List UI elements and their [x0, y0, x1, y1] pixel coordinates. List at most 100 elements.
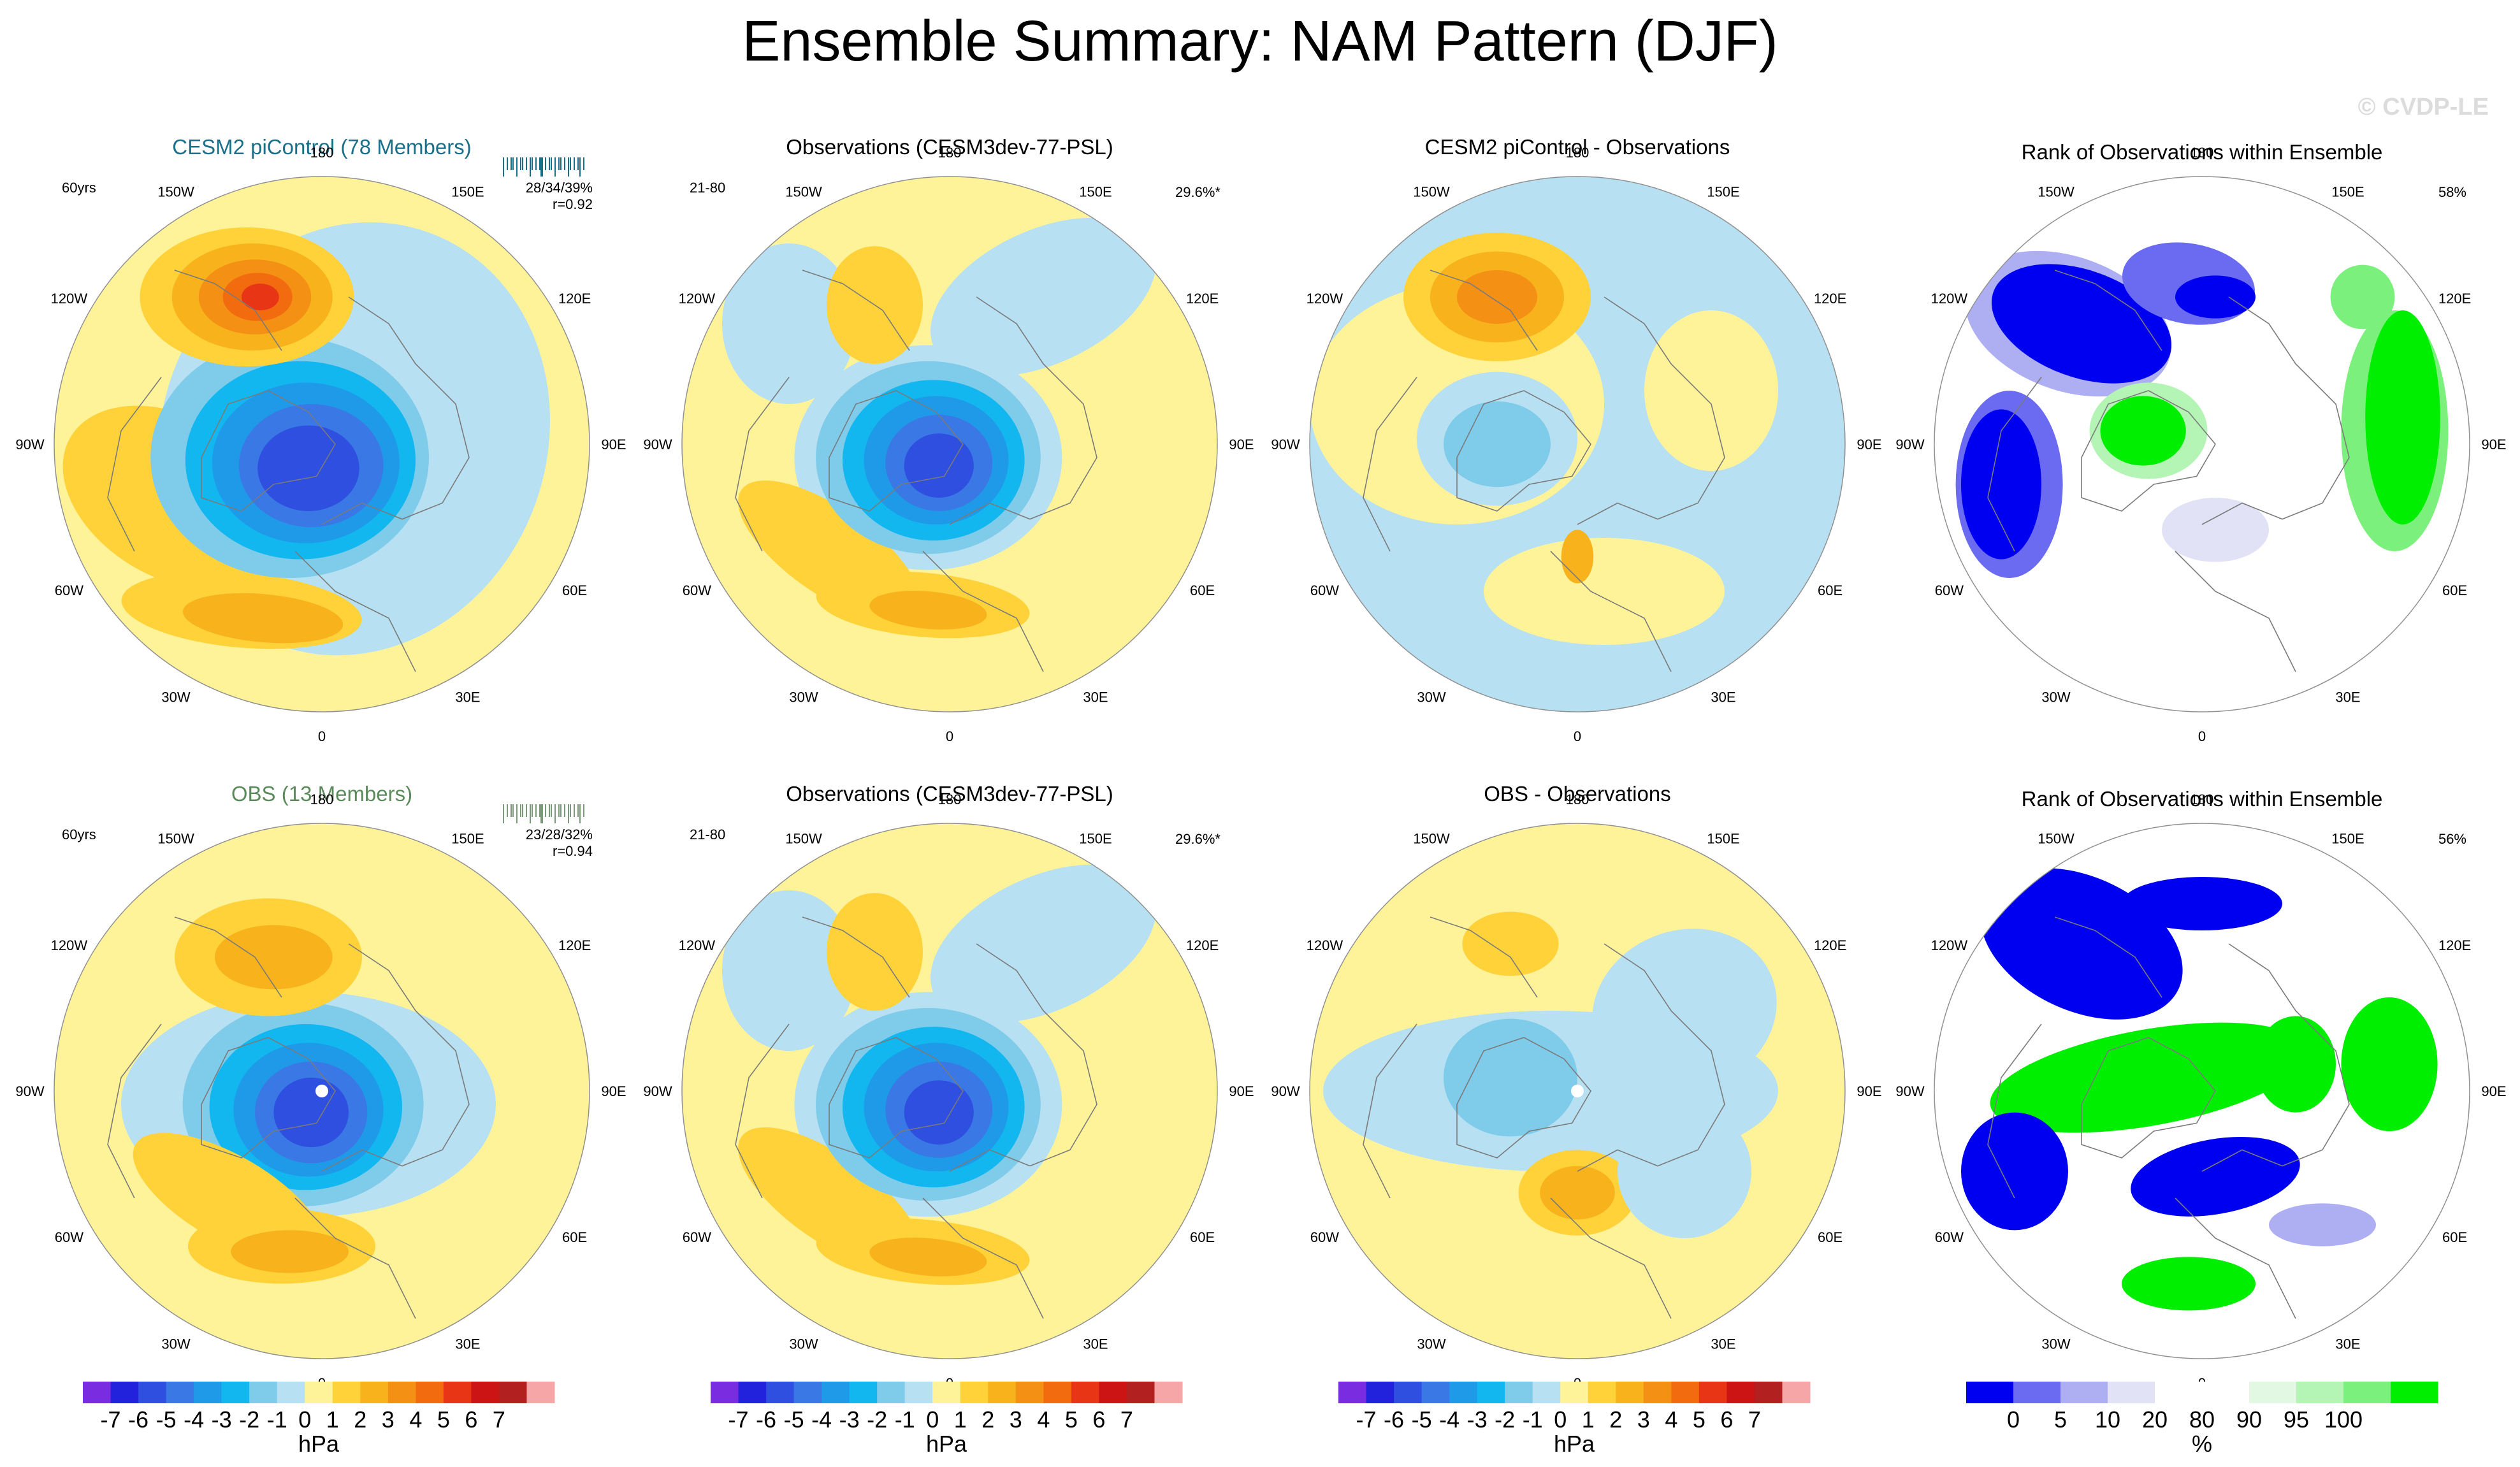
colorbar-tick: -3 — [212, 1406, 232, 1433]
colorbar-swatch — [932, 1382, 961, 1403]
coastline — [949, 296, 1097, 525]
longitude-label: 150E — [1079, 830, 1112, 846]
colorbar-tick: 5 — [1065, 1406, 1078, 1433]
coastline — [1456, 390, 1591, 512]
figure-title: Ensemble Summary: NAM Pattern (DJF) — [742, 10, 1778, 73]
colorbar-swatch — [166, 1382, 194, 1403]
colorbar-tick: 2 — [354, 1406, 366, 1433]
panel-title: Observations (CESM3dev-77-PSL) — [786, 782, 1113, 806]
contour-region — [231, 1230, 349, 1273]
colorbar-swatch — [2249, 1382, 2297, 1403]
colorbar-swatch — [1643, 1382, 1672, 1403]
contour-region — [1990, 1022, 2307, 1133]
longitude-label: 120E — [1814, 291, 1846, 307]
longitude-label: 30E — [1083, 690, 1108, 705]
colorbar-tick: 0 — [926, 1406, 939, 1433]
longitude-label: 90W — [643, 1083, 672, 1099]
map-fill — [54, 823, 590, 1359]
contour-region — [2365, 310, 2440, 524]
colorbar-tick: 3 — [382, 1406, 395, 1433]
colorbar-hpa: -7 -6 -5 -4 -3 -2 -1 0 1 2 3 4 5 6 7 hPa — [83, 1382, 555, 1457]
colorbar-tick: -6 — [756, 1406, 776, 1433]
colorbar-swatch — [877, 1382, 906, 1403]
colorbar-tick: -3 — [839, 1406, 860, 1433]
map-rim — [1934, 176, 2470, 712]
longitude-label: 30E — [1083, 1336, 1108, 1352]
coastline — [321, 943, 470, 1172]
coastline — [1456, 1037, 1591, 1159]
colorbar-swatch — [526, 1382, 555, 1403]
longitude-label: 180 — [1566, 145, 1589, 161]
colorbar-unit: % — [2192, 1431, 2212, 1457]
coastline — [829, 1037, 964, 1159]
coastline — [107, 377, 162, 552]
panel-left-note: 21-80 — [690, 827, 725, 842]
colorbar-tick: -4 — [184, 1406, 204, 1433]
longitude-label: 30E — [2335, 690, 2360, 705]
longitude-label: 90W — [1895, 1083, 1924, 1099]
colorbar-tick: 4 — [1037, 1406, 1050, 1433]
contour-region — [1961, 1112, 2068, 1231]
contour-region — [931, 217, 1156, 377]
pole-marker — [315, 1085, 328, 1097]
coastline — [2201, 943, 2350, 1172]
longitude-label: 90E — [1857, 1083, 1881, 1099]
coastline — [294, 1197, 416, 1319]
panel-right-note: 58% — [2438, 184, 2466, 200]
longitude-label: 30W — [1417, 690, 1445, 705]
member-spread-strip — [503, 157, 584, 177]
longitude-label: 180 — [310, 791, 334, 807]
colorbar-tick: 10 — [2095, 1406, 2120, 1433]
coastline — [174, 270, 282, 351]
colorbar-swatch — [1126, 1382, 1155, 1403]
colorbar-tick: -2 — [867, 1406, 887, 1433]
contour-region — [2269, 1203, 2376, 1247]
colorbar-swatch — [471, 1382, 500, 1403]
panel-rank: Rank of Observations within Ensemble 56% 1… — [1895, 787, 2506, 1391]
colorbar-tick: 1 — [326, 1406, 339, 1433]
panel-title: Observations (CESM3dev-77-PSL) — [786, 135, 1113, 159]
colorbar-swatch — [1616, 1382, 1644, 1403]
colorbar-tick: -2 — [239, 1406, 259, 1433]
longitude-label: 30E — [455, 690, 480, 705]
colorbar-tick: -5 — [784, 1406, 804, 1433]
colorbar-tick: 0 — [1554, 1406, 1567, 1433]
longitude-label: 0 — [318, 728, 326, 744]
colorbar-swatch — [1782, 1382, 1811, 1403]
colorbar-swatch — [2296, 1382, 2344, 1403]
panel-obs: Observations (CESM3dev-77-PSL) 21-80 29.6%… — [643, 135, 1254, 744]
coastline — [2201, 296, 2350, 525]
colorbar-tick: 0 — [298, 1406, 311, 1433]
coastline — [174, 916, 282, 998]
colorbar-tick: -7 — [728, 1406, 749, 1433]
panel-left-note: 21-80 — [690, 180, 725, 196]
colorbar-swatch — [1560, 1382, 1589, 1403]
colorbar-swatch — [1532, 1382, 1561, 1403]
longitude-label: 180 — [310, 145, 334, 161]
colorbar-tick: -6 — [1384, 1406, 1404, 1433]
panel-left-note: 60yrs — [62, 827, 96, 842]
longitude-label: 120W — [679, 291, 716, 307]
contour-region — [273, 1078, 349, 1148]
longitude-label: 90W — [1895, 437, 1924, 452]
contour-region — [2122, 1257, 2256, 1311]
longitude-label: 60W — [683, 582, 711, 598]
colorbar-rank: 0 5 10 20 80 90 95 100% — [1966, 1382, 2438, 1457]
longitude-label: 90E — [2481, 1083, 2506, 1099]
map-fill — [682, 177, 1217, 712]
longitude-label: 30E — [2335, 1336, 2360, 1352]
panel-obs: Observations (CESM3dev-77-PSL) 21-80 29.6%… — [643, 782, 1254, 1391]
pole-marker — [1571, 1085, 1584, 1097]
colorbar-tick: 2 — [981, 1406, 994, 1433]
map-fill — [682, 823, 1217, 1359]
longitude-label: 90E — [1229, 437, 1254, 452]
map-rim — [681, 823, 1218, 1359]
contour-region — [257, 425, 359, 511]
colorbar-swatch — [332, 1382, 361, 1403]
longitude-label: 180 — [2191, 145, 2214, 161]
colorbar-swatch — [1671, 1382, 1700, 1403]
coastline — [201, 390, 336, 512]
longitude-label: 60E — [1190, 582, 1215, 598]
longitude-label: 0 — [1574, 728, 1581, 744]
longitude-label: 60W — [1310, 582, 1339, 598]
